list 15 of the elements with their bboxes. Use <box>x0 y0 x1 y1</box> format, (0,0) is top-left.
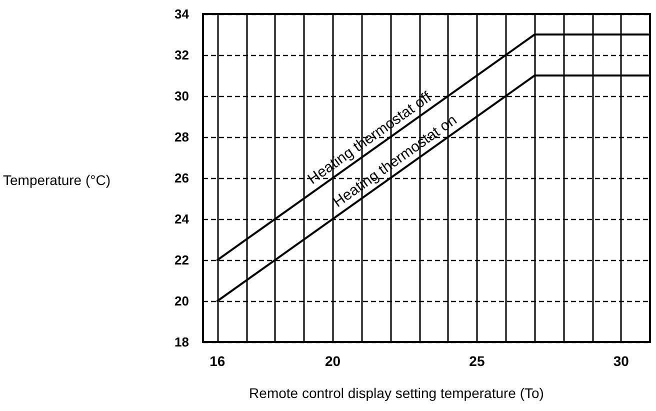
y-tick-label: 20 <box>174 294 189 308</box>
y-tick-label: 30 <box>174 88 189 104</box>
y-tick-label: 34 <box>174 6 190 22</box>
x-axis-title: Remote control display setting temperature (To) <box>249 385 544 401</box>
x-tick-label: 30 <box>613 353 630 369</box>
y-tick-label: 24 <box>174 212 190 226</box>
x-tick-label: 16 <box>210 353 226 369</box>
y-tick-label: 18 <box>174 334 189 350</box>
y-tick-label: 22 <box>174 252 189 268</box>
x-tick-label: 20 <box>324 353 341 369</box>
y-axis-title: Temperature (°C) <box>3 172 111 188</box>
x-tick-label: 25 <box>469 353 485 369</box>
y-tick-label: 26 <box>174 170 189 186</box>
y-tick-label: 32 <box>174 48 189 62</box>
y-tick-label: 28 <box>174 130 189 144</box>
